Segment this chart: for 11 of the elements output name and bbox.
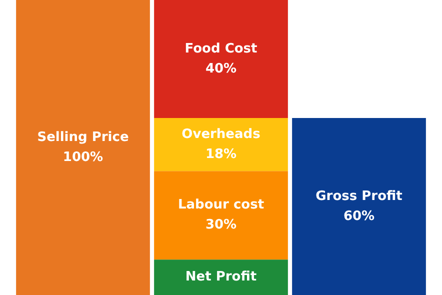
data-label: 60% — [343, 208, 375, 224]
series-label: Overheads — [182, 126, 261, 142]
series-label: Labour cost — [178, 198, 264, 213]
series-label: Food Cost — [184, 41, 258, 56]
data-label: 18% — [205, 146, 237, 162]
series-label: Gross Profit — [316, 188, 402, 204]
series-label: Net Profit — [185, 270, 257, 285]
data-label: 30% — [205, 218, 237, 233]
data-label: 100% — [62, 150, 104, 165]
series-label: Selling Price — [37, 130, 129, 145]
data-label: 40% — [205, 61, 237, 76]
